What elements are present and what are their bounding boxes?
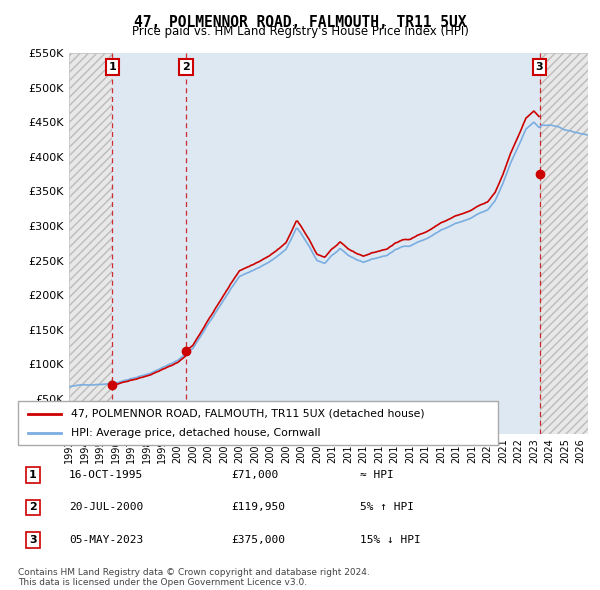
Text: 47, POLMENNOR ROAD, FALMOUTH, TR11 5UX (detached house): 47, POLMENNOR ROAD, FALMOUTH, TR11 5UX (… bbox=[71, 409, 424, 418]
Text: £375,000: £375,000 bbox=[231, 535, 285, 545]
FancyBboxPatch shape bbox=[18, 401, 498, 445]
Text: Contains HM Land Registry data © Crown copyright and database right 2024.
This d: Contains HM Land Registry data © Crown c… bbox=[18, 568, 370, 587]
Text: Price paid vs. HM Land Registry's House Price Index (HPI): Price paid vs. HM Land Registry's House … bbox=[131, 25, 469, 38]
Text: HPI: Average price, detached house, Cornwall: HPI: Average price, detached house, Corn… bbox=[71, 428, 320, 438]
Text: 47, POLMENNOR ROAD, FALMOUTH, TR11 5UX: 47, POLMENNOR ROAD, FALMOUTH, TR11 5UX bbox=[134, 15, 466, 30]
Text: 20-JUL-2000: 20-JUL-2000 bbox=[69, 503, 143, 512]
Text: 2: 2 bbox=[182, 62, 190, 72]
Text: 5% ↑ HPI: 5% ↑ HPI bbox=[360, 503, 414, 512]
Text: 1: 1 bbox=[109, 62, 116, 72]
Text: £71,000: £71,000 bbox=[231, 470, 278, 480]
Bar bbox=[539, 53, 588, 434]
Text: 1: 1 bbox=[29, 470, 37, 480]
Text: 3: 3 bbox=[536, 62, 544, 72]
Text: 05-MAY-2023: 05-MAY-2023 bbox=[69, 535, 143, 545]
Text: 15% ↓ HPI: 15% ↓ HPI bbox=[360, 535, 421, 545]
Bar bbox=[69, 53, 112, 434]
Text: 3: 3 bbox=[29, 535, 37, 545]
Bar bbox=[112, 53, 539, 434]
Text: 2: 2 bbox=[29, 503, 37, 512]
Text: 16-OCT-1995: 16-OCT-1995 bbox=[69, 470, 143, 480]
Text: £119,950: £119,950 bbox=[231, 503, 285, 512]
Text: ≈ HPI: ≈ HPI bbox=[360, 470, 394, 480]
